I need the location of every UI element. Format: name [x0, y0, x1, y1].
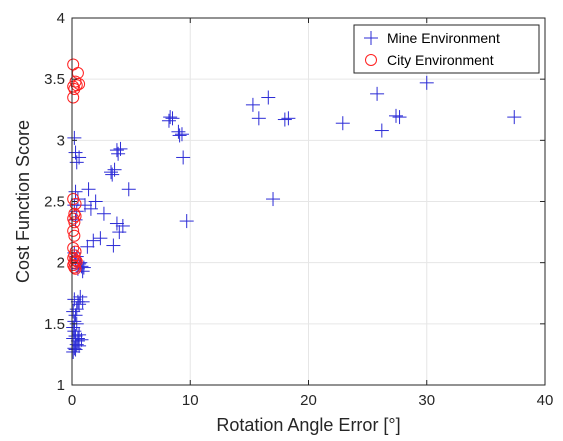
- mine-point: [165, 111, 180, 126]
- y-tick-label: 2.5: [44, 194, 65, 211]
- mine-point: [161, 113, 176, 128]
- legend-box: [353, 24, 540, 74]
- mine-point: [68, 308, 83, 323]
- grid-lines: [71, 17, 546, 386]
- city-point: [67, 224, 80, 237]
- mine-point: [172, 128, 187, 143]
- legend-entry-mine: Mine Environment: [387, 30, 500, 46]
- mine-point: [66, 304, 81, 319]
- mine-point: [111, 146, 126, 161]
- mine-point: [163, 110, 178, 125]
- mine-point: [335, 116, 350, 131]
- mine-point: [68, 145, 83, 160]
- city-point: [70, 79, 83, 92]
- mine-point: [66, 344, 81, 359]
- mine-point: [70, 331, 85, 346]
- y-tick-label: 1: [57, 377, 65, 394]
- city-point: [73, 78, 86, 91]
- mine-point: [179, 214, 194, 229]
- plus-icon: [364, 31, 378, 45]
- x-tick-label: 0: [68, 392, 76, 409]
- mine-point: [68, 184, 83, 199]
- legend: Mine Environment City Environment: [353, 24, 540, 74]
- city-point: [69, 197, 82, 210]
- city-point: [70, 255, 83, 268]
- y-tick-label: 3: [57, 132, 65, 149]
- circle-icon: [365, 54, 377, 66]
- x-tick-label: 30: [418, 392, 435, 409]
- mine-point: [67, 292, 82, 307]
- mine-point: [83, 201, 98, 216]
- mine-point: [74, 332, 89, 347]
- mine-point: [115, 218, 130, 233]
- mine-point: [67, 314, 82, 329]
- mine-point: [72, 338, 87, 353]
- legend-entry-city: City Environment: [387, 52, 494, 68]
- city-point: [67, 259, 80, 272]
- mine-point: [174, 127, 189, 142]
- y-axis-label: Cost Function Score: [13, 120, 33, 283]
- x-tick-label: 20: [300, 392, 317, 409]
- x-tick-label: 40: [537, 392, 554, 409]
- mine-point: [277, 112, 292, 127]
- mine-point: [96, 206, 111, 221]
- mine-point: [370, 86, 385, 101]
- mine-point: [68, 342, 83, 357]
- mine-point: [374, 123, 389, 138]
- x-axis-label: Rotation Angle Error [°]: [216, 415, 400, 435]
- x-tick-label: 10: [182, 392, 199, 409]
- data-points: [66, 58, 522, 359]
- mine-point: [109, 143, 124, 158]
- y-tick-label: 1.5: [44, 316, 65, 333]
- city-point: [67, 91, 80, 104]
- city-point: [68, 229, 81, 242]
- mine-point: [80, 239, 95, 254]
- mine-point: [81, 182, 96, 197]
- y-tick-label: 4: [57, 10, 65, 27]
- mine-point: [245, 97, 260, 112]
- mine-point: [281, 111, 296, 126]
- city-point: [68, 216, 81, 229]
- mine-point: [389, 108, 404, 123]
- mine-point: [121, 182, 136, 197]
- mine-point: [251, 111, 266, 126]
- legend-marker-mine: [364, 31, 378, 45]
- mine-point: [419, 75, 434, 90]
- mine-point: [171, 124, 186, 139]
- mine-point: [93, 231, 108, 246]
- mine-point: [86, 233, 101, 248]
- axis-ticks: 0 10 20 30 40 1 1.5 2 2.5 3 3.5 4: [44, 10, 553, 409]
- y-tick-label: 2: [57, 255, 65, 272]
- city-point: [68, 82, 81, 95]
- y-tick-label: 3.5: [44, 71, 65, 88]
- city-point: [67, 241, 80, 254]
- mine-point: [176, 150, 191, 165]
- mine-point: [107, 162, 122, 177]
- mine-point: [112, 225, 127, 240]
- mine-point: [67, 130, 82, 145]
- mine-point: [73, 289, 88, 304]
- legend-marker-city: [365, 54, 377, 66]
- city-point: [68, 261, 81, 274]
- city-point: [68, 249, 81, 262]
- mine-point: [109, 216, 124, 231]
- mine-point: [261, 90, 276, 105]
- mine-point: [66, 320, 81, 335]
- mine-point: [507, 110, 522, 125]
- city-point: [68, 256, 81, 269]
- mine-point: [266, 192, 281, 207]
- city-point: [69, 210, 82, 223]
- city-point: [69, 262, 82, 275]
- mine-point: [106, 238, 121, 253]
- city-point: [68, 207, 81, 220]
- mine-point: [104, 165, 119, 180]
- mine-point: [88, 194, 103, 209]
- mine-point: [392, 110, 407, 125]
